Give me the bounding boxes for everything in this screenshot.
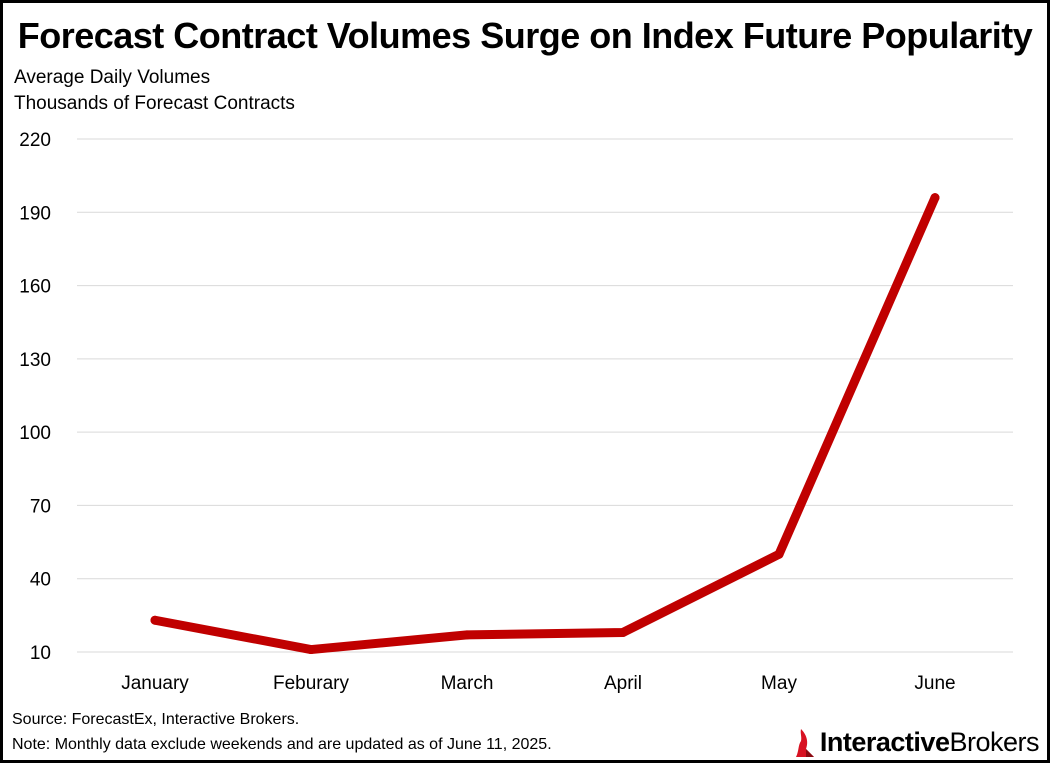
series-line-0: [150, 193, 940, 655]
chart-subtitle-line-2: Thousands of Forecast Contracts: [14, 93, 295, 114]
x-tick-label-june: June: [914, 673, 955, 694]
chart-subtitle-line-1: Average Daily Volumes: [14, 67, 211, 88]
y-tick-label-40: 40: [30, 570, 51, 591]
logo-text-brokers: Brokers: [949, 727, 1039, 757]
y-axis-tick-labels: 10 40 70 100 130 160 190 220: [19, 130, 51, 664]
data-point-may: [774, 549, 784, 559]
data-point-january: [150, 615, 160, 625]
y-tick-label-220: 220: [19, 130, 51, 151]
x-tick-label-march: March: [441, 673, 494, 694]
y-tick-label-70: 70: [30, 496, 51, 517]
data-note: Note: Monthly data exclude weekends and …: [12, 736, 552, 753]
logo-wordmark: InteractiveBrokers: [819, 725, 1040, 759]
data-point-june: [930, 193, 940, 203]
series-layer: [150, 193, 940, 655]
y-tick-label-100: 100: [19, 423, 51, 444]
x-tick-label-feburary: Feburary: [273, 673, 350, 694]
y-tick-label-10: 10: [30, 643, 51, 664]
x-tick-label-january: January: [121, 673, 189, 694]
y-tick-label-130: 130: [19, 350, 51, 371]
chart-title: Forecast Contract Volumes Surge on Index…: [17, 15, 1033, 56]
x-axis-tick-labels: January Feburary March April May June: [121, 673, 955, 694]
source-note: Source: ForecastEx, Interactive Brokers.: [12, 711, 300, 728]
data-point-april: [618, 627, 628, 637]
line-chart: 10 40 70 100 130 160 190 220 January Feburary Mar…: [19, 130, 1013, 694]
gridlines: [77, 138, 1013, 653]
x-tick-label-april: April: [604, 673, 642, 694]
ib-flame-logo-icon: [795, 729, 814, 757]
x-tick-label-may: May: [761, 673, 797, 694]
data-point-march: [462, 630, 472, 640]
logo-text-interactive: Interactive: [819, 727, 950, 757]
y-tick-label-190: 190: [19, 203, 51, 224]
interactive-brokers-logo: InteractiveBrokers: [792, 725, 1039, 759]
y-tick-label-160: 160: [19, 277, 51, 298]
data-point-feburary: [306, 645, 316, 655]
